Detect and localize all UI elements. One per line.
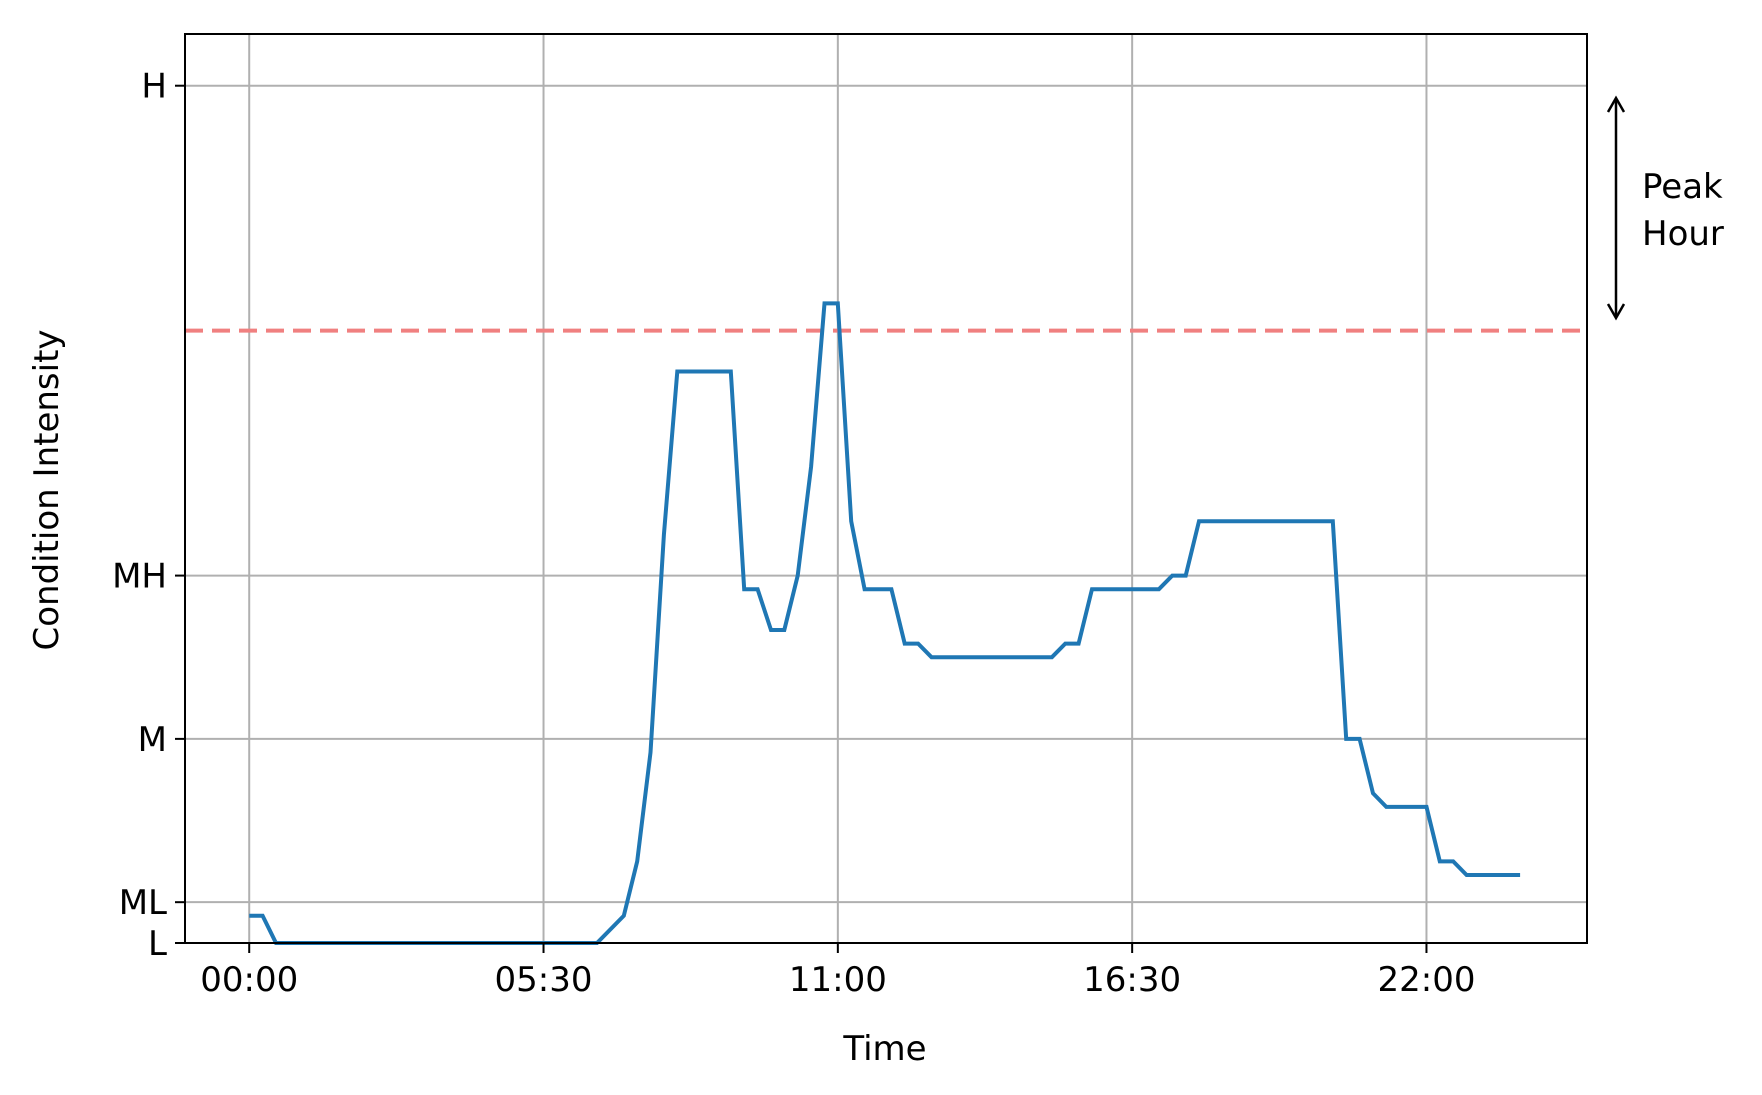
annotation-line-1: Peak bbox=[1642, 167, 1723, 207]
plot-frame bbox=[184, 33, 1588, 944]
y-tick-label: MH bbox=[112, 557, 167, 597]
y-tick-label: H bbox=[141, 67, 167, 107]
peak-hour-annotation: Peak Hour bbox=[1606, 95, 1724, 321]
x-tick-label: 16:30 bbox=[1083, 960, 1181, 1000]
x-tick-label: 22:00 bbox=[1377, 960, 1475, 1000]
arrow-head-up-icon bbox=[1606, 95, 1626, 113]
arrow-head-down-icon bbox=[1606, 303, 1626, 321]
x-tick-label: 05:30 bbox=[495, 960, 593, 1000]
y-tick-label: L bbox=[148, 924, 167, 964]
x-tick-label: 00:00 bbox=[200, 960, 298, 1000]
series-line bbox=[249, 301, 1521, 945]
y-axis: LML M MH H bbox=[112, 67, 185, 964]
y-tick-label: M bbox=[138, 720, 167, 760]
grid-lines bbox=[185, 34, 1587, 943]
x-axis-title: Time bbox=[842, 1029, 926, 1069]
y-tick-label: ML bbox=[119, 883, 167, 923]
x-axis: 00:00 05:30 11:00 16:30 22:00 bbox=[200, 943, 1475, 1000]
x-tick-label: 11:00 bbox=[789, 960, 887, 1000]
annotation-line-2: Hour bbox=[1642, 214, 1724, 254]
y-axis-title: Condition Intensity bbox=[27, 329, 67, 650]
